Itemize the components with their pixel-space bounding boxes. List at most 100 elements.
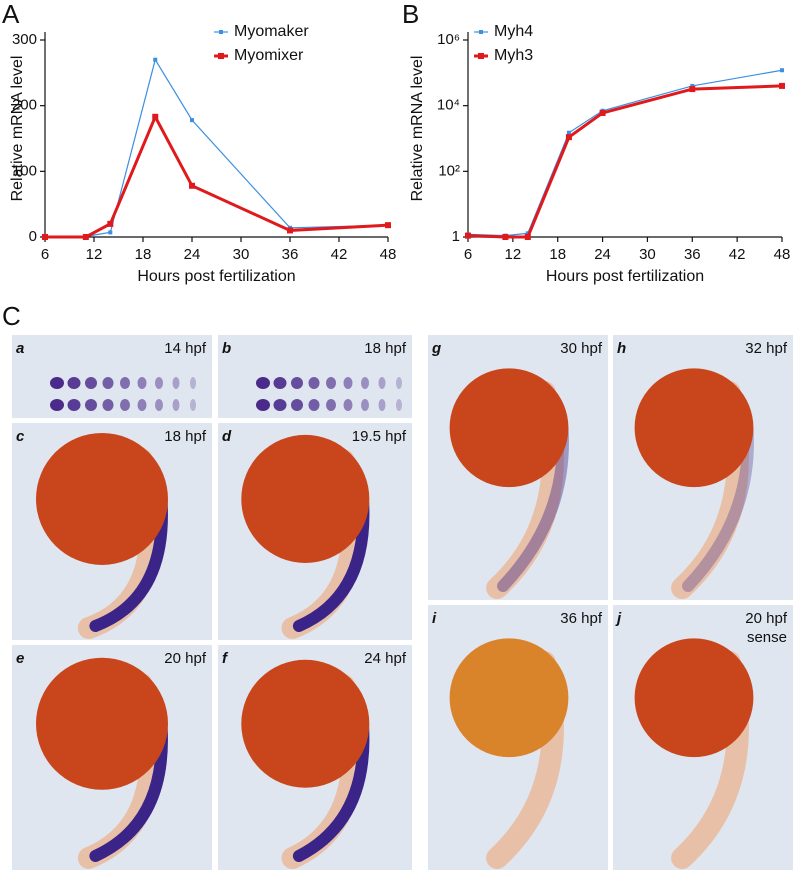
x-tick-label: 24 [594,246,611,263]
somite [50,377,64,389]
photo-panel: a 14 hpf [12,335,212,418]
panel-label: 19.5 hpf [352,428,407,445]
point [287,227,293,234]
point [465,232,471,239]
legend-label: Myomixer [234,47,304,64]
somite [273,399,287,411]
point [502,234,509,240]
somite [67,377,81,389]
y-tick-label: 10² [438,162,460,179]
series-line [467,69,783,237]
y-tick-label: 10⁶ [437,31,460,48]
somite [190,377,196,389]
photo-panel: b 18 hpf [218,335,412,418]
yolk [241,659,370,788]
somite [50,399,64,411]
point [108,230,113,235]
somite [85,377,97,389]
x-tick-label: 6 [41,246,49,263]
point [153,57,158,62]
point [599,109,606,116]
panel-label: 14 hpf [164,340,207,357]
x-tick-label: 48 [380,246,397,263]
y-axis-label: Relative mRNA level [409,56,426,202]
point [42,234,48,240]
somite [155,377,163,389]
somite [172,399,180,411]
yolk [449,368,569,488]
somite [190,399,196,411]
point [385,222,391,229]
somite [361,399,369,411]
x-tick-label: 12 [505,246,522,263]
panel-letter: d [222,428,232,445]
y-tick-label: 1 [452,228,460,245]
somite [291,399,303,411]
panel-label: 30 hpf [560,340,603,357]
panel-letter: c [16,428,25,445]
photo-panel: f 24 hpf [218,645,412,870]
point [689,86,696,93]
panel-label: 18 hpf [364,340,407,357]
photo-panel: d 19.5 hpf [218,423,412,640]
yolk [36,432,168,565]
series-line [44,58,389,238]
somite [378,399,386,411]
point [565,134,572,141]
somite [308,399,320,411]
legend-label: Myh4 [494,23,533,40]
legend-marker [478,53,484,59]
y-tick-label: 100 [12,162,37,179]
panel-label: 36 hpf [560,610,603,627]
somite [361,377,369,389]
point [566,130,571,135]
x-tick-label: 42 [331,246,348,263]
y-tick-label: 300 [12,31,37,48]
somite [120,377,130,389]
legend-marker [218,53,224,59]
photo-panel: e 20 hpf [12,645,212,870]
point [780,68,784,73]
axis [44,32,388,238]
panel-letter: B [402,0,419,29]
panel-letter: g [431,340,441,357]
somite [102,399,114,411]
panel-letter: i [432,610,437,627]
somite [396,399,402,411]
photo-panel: i 36 hpf [428,605,608,870]
panel-label: 20 hpf [745,610,788,627]
somite [256,377,270,389]
panel-letter: b [222,340,231,357]
photo-panel: h 32 hpf [613,335,793,600]
somite [172,377,180,389]
x-tick-label: 12 [86,246,103,263]
point [152,113,159,120]
somite [343,399,353,411]
somite [396,377,402,389]
point [779,82,785,89]
panel-label: sense [747,629,787,646]
x-tick-label: 18 [135,246,152,263]
panel-label: 32 hpf [745,340,788,357]
series-line [467,84,783,239]
panel-label: 20 hpf [164,650,207,667]
panel-label: 24 hpf [364,650,407,667]
x-tick-label: 18 [549,246,566,263]
yolk [634,368,754,488]
somite [291,377,303,389]
somite [378,377,386,389]
panel-letter: j [615,610,622,627]
panel-letter: a [16,340,24,357]
somite [137,399,147,411]
x-tick-label: 42 [729,246,746,263]
somite [155,399,163,411]
panel-label: 18 hpf [164,428,207,445]
photo-panel: j 20 hpf sense [613,605,793,870]
legend-label: Myh3 [494,47,533,64]
x-tick-label: 6 [464,246,472,263]
legend-marker [219,30,223,34]
somite [308,377,320,389]
somite [67,399,81,411]
panel-letter: C [2,301,21,331]
